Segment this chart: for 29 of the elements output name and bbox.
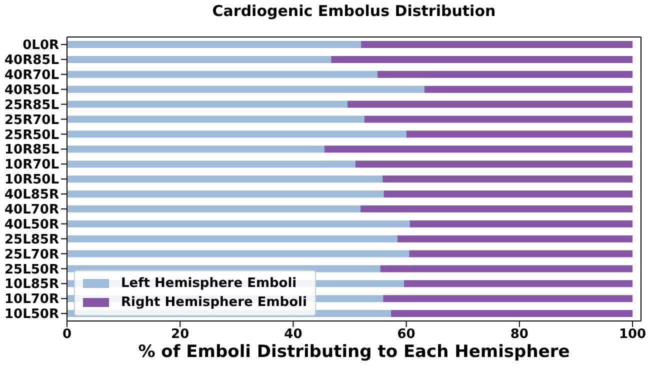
y-tick-label: 10R50L (4, 172, 59, 188)
y-tick-label: 25R85L (4, 98, 59, 113)
y-tick-label: 10L85R (4, 277, 59, 292)
x-tick-label: 60 (397, 327, 416, 342)
y-tick-label: 25L85R (4, 232, 59, 248)
y-tick-label: 25R70L (4, 112, 59, 128)
legend-label: Left Hemisphere Emboli (121, 276, 297, 291)
y-tick-label: 0L0R (22, 38, 59, 54)
y-tick-label: 25L70R (4, 247, 59, 262)
y-tick-label: 40L70R (4, 202, 59, 218)
x-tick-label: 0 (62, 327, 72, 342)
y-tick-label: 40L50R (4, 217, 59, 232)
y-tick-label: 40R85L (4, 53, 59, 68)
y-tick-label: 40R70L (4, 68, 59, 83)
y-tick-label: 10R70L (4, 158, 59, 173)
y-tick-label: 10R85L (4, 142, 59, 158)
x-tick-label: 80 (510, 327, 528, 342)
y-tick-label: 25R50L (4, 128, 59, 143)
y-tick-label: 40L85R (4, 188, 59, 203)
x-tick-label: 20 (171, 327, 190, 342)
x-tick-label: 40 (284, 327, 302, 342)
x-tick-label: 100 (618, 327, 646, 342)
y-tick-label: 10L70R (4, 292, 59, 308)
legend-label: Right Hemisphere Emboli (121, 295, 307, 310)
y-tick-label: 25L50R (4, 262, 59, 278)
chart-title: Cardiogenic Embolus Distribution (211, 2, 497, 20)
y-tick-label: 10L50R (4, 307, 59, 322)
y-tick-label: 40R50L (4, 82, 59, 98)
x-axis-title: % of Emboli Distributing to Each Hemisphere (137, 342, 571, 362)
